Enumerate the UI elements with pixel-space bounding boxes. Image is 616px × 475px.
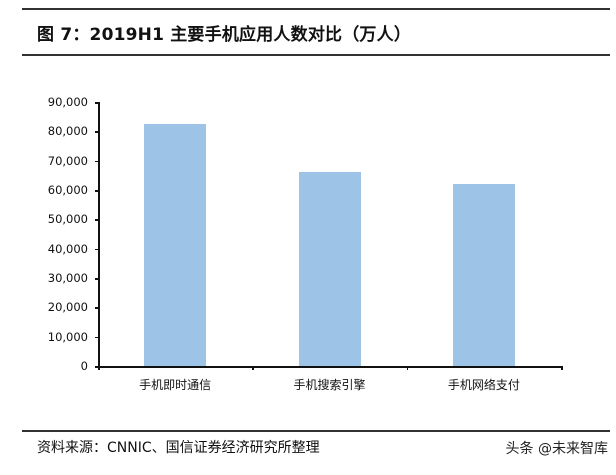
bar-chart: 0 10,000 20,000 30,000 40,000 50,000 60,000 70,… bbox=[47, 95, 563, 392]
figure-title: 图 7：2019H1 主要手机应用人数对比（万人） bbox=[37, 25, 412, 45]
y-tick-mark bbox=[95, 307, 99, 309]
bar bbox=[452, 184, 515, 366]
x-tick-mark bbox=[406, 366, 409, 370]
y-tick-mark bbox=[95, 219, 99, 221]
y-tick-label: 10,000 bbox=[47, 329, 88, 344]
footer-rule bbox=[22, 430, 610, 432]
y-tick-mark bbox=[95, 160, 99, 163]
y-tick-label: 30,000 bbox=[47, 271, 88, 285]
y-tick-mark bbox=[95, 278, 99, 280]
x-category-label: 手机搜索引擎 bbox=[293, 378, 366, 392]
y-tick-label: 70,000 bbox=[47, 153, 88, 168]
y-tick-mark bbox=[95, 248, 99, 251]
y-tick-mark bbox=[95, 336, 99, 339]
x-tick-mark bbox=[252, 366, 254, 370]
x-tick-mark bbox=[561, 366, 563, 370]
x-axis bbox=[98, 366, 561, 368]
y-tick-mark bbox=[95, 131, 99, 133]
y-tick-label: 80,000 bbox=[47, 124, 88, 139]
source-note: 资料来源：CNNIC、国信证券经济研究所整理 bbox=[37, 440, 320, 456]
y-tick-label: 20,000 bbox=[47, 300, 88, 315]
y-tick-label: 50,000 bbox=[47, 212, 88, 227]
top-rule bbox=[22, 8, 610, 10]
y-tick-label: 40,000 bbox=[47, 241, 88, 256]
y-tick-mark bbox=[95, 190, 99, 192]
x-tick-mark bbox=[98, 366, 100, 370]
y-tick-label: 90,000 bbox=[47, 95, 88, 109]
bar bbox=[144, 124, 207, 366]
y-axis bbox=[98, 102, 100, 367]
watermark: 头条 @未来智库 bbox=[505, 441, 608, 457]
y-tick-label: 60,000 bbox=[47, 183, 88, 197]
y-tick-mark bbox=[95, 366, 99, 368]
bar bbox=[298, 172, 361, 366]
y-tick-label: 0 bbox=[80, 359, 88, 373]
x-category-label: 手机网络支付 bbox=[447, 378, 520, 392]
x-category-label: 手机即时通信 bbox=[139, 378, 212, 392]
title-underline-rule bbox=[22, 54, 610, 56]
y-tick-mark bbox=[95, 102, 99, 104]
